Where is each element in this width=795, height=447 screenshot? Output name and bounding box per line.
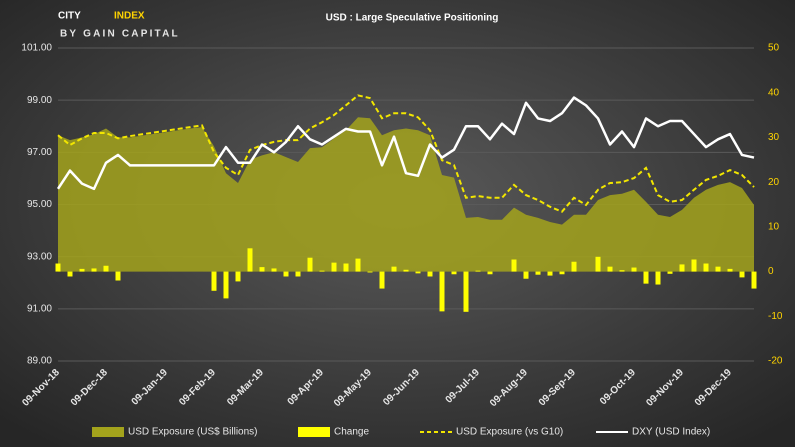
bar (559, 271, 565, 275)
y-tick-label: 99.00 (27, 95, 52, 106)
line (56, 96, 755, 191)
bar (379, 271, 385, 289)
y-tick-label: 91.00 (27, 303, 52, 314)
bar (283, 271, 289, 277)
legend-swatch (298, 427, 330, 437)
legend-label: DXY (USD Index) (632, 427, 710, 438)
bar (475, 270, 481, 272)
bar (331, 262, 337, 272)
bar (715, 266, 721, 272)
bar (751, 271, 757, 289)
bar (427, 271, 433, 277)
y2-tick-label: -10 (768, 311, 783, 322)
bar (211, 271, 217, 291)
bar (403, 269, 409, 272)
bar (415, 271, 421, 274)
bar (679, 264, 685, 272)
legend-label: USD Exposure (vs G10) (456, 427, 563, 438)
bar (115, 271, 121, 281)
y2-tick-label: -20 (768, 356, 783, 367)
bar (703, 263, 709, 272)
line (57, 94, 755, 213)
chart-title: USD : Large Speculative Positioning (326, 13, 499, 24)
bar (643, 271, 649, 284)
bar (343, 263, 349, 272)
area (58, 117, 754, 272)
bar (631, 267, 637, 272)
y-tick-label: 93.00 (27, 251, 52, 262)
y-tick-label: 89.00 (27, 356, 52, 367)
bar (91, 268, 97, 272)
bar (487, 271, 493, 275)
bar (607, 266, 613, 272)
bar (739, 271, 745, 278)
bar (55, 263, 61, 272)
bar (319, 270, 325, 272)
bar (655, 271, 661, 285)
bar (619, 270, 625, 272)
bar (295, 271, 301, 277)
bar (79, 268, 85, 272)
bar (235, 271, 241, 282)
logo-tagline: BY GAIN CAPITAL (60, 29, 180, 40)
bar (391, 266, 397, 272)
y2-tick-label: 20 (768, 177, 780, 188)
bar (511, 259, 517, 272)
bar (259, 267, 265, 272)
legend-label: Change (334, 427, 369, 438)
bar (367, 271, 373, 273)
bar (223, 271, 229, 299)
y2-tick-label: 50 (768, 43, 780, 54)
y2-tick-label: 40 (768, 87, 780, 98)
y2-tick-label: 10 (768, 221, 780, 232)
logo-right: INDEX (114, 11, 145, 22)
bar (523, 271, 529, 279)
bar (271, 268, 277, 272)
bar (247, 248, 253, 272)
bar (535, 271, 541, 275)
logo-left: CITY (58, 11, 81, 22)
bar (571, 261, 577, 272)
legend-label: USD Exposure (US$ Billions) (128, 427, 258, 438)
bar (451, 271, 457, 275)
bar (463, 271, 469, 312)
bar (307, 257, 313, 272)
bar (691, 259, 697, 272)
bar (667, 271, 673, 274)
bar (727, 268, 733, 272)
y2-tick-label: 30 (768, 132, 780, 143)
bar (67, 271, 73, 277)
y-tick-label: 95.00 (27, 199, 52, 210)
y-tick-label: 101.00 (21, 43, 52, 54)
bar (595, 256, 601, 272)
y-tick-label: 97.00 (27, 147, 52, 158)
bar (103, 265, 109, 272)
bar (439, 271, 445, 312)
y2-tick-label: 0 (768, 266, 774, 277)
bar (547, 271, 553, 276)
bar (355, 258, 361, 272)
legend-swatch (92, 427, 124, 437)
